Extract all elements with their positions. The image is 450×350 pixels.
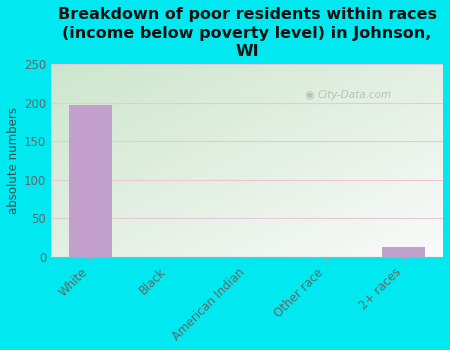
Title: Breakdown of poor residents within races
(income below poverty level) in Johnson: Breakdown of poor residents within races… — [58, 7, 436, 59]
Bar — [382, 247, 425, 257]
Bar — [69, 105, 112, 257]
Y-axis label: absolute numbers: absolute numbers — [7, 107, 20, 214]
Text: ◉: ◉ — [304, 90, 314, 100]
Text: City-Data.com: City-Data.com — [318, 90, 392, 100]
